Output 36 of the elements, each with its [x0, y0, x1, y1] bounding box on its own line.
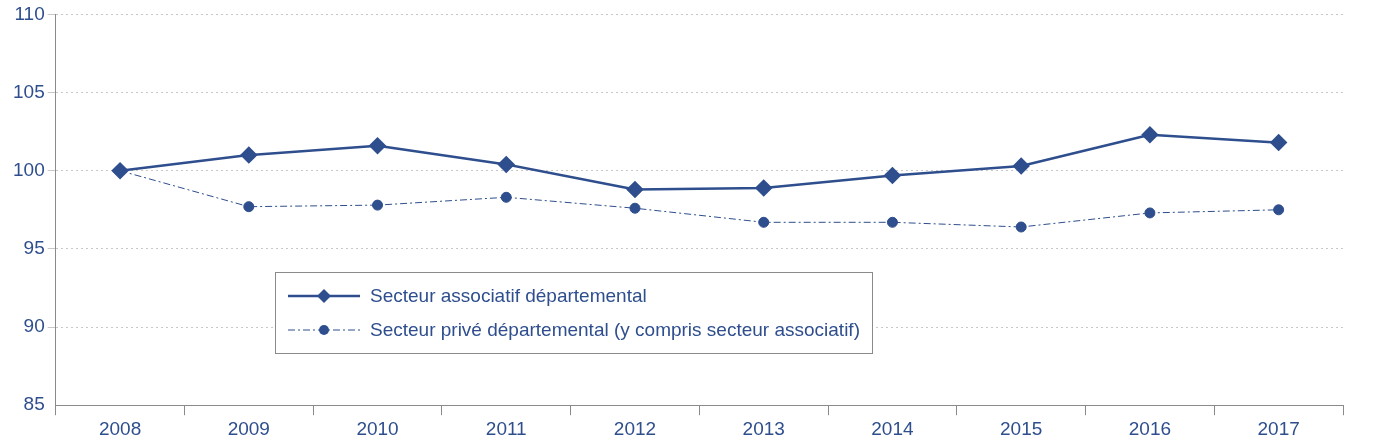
legend-label: Secteur associatif départemental — [370, 285, 647, 307]
x-tick-label: 2010 — [356, 417, 399, 439]
point — [243, 201, 255, 213]
point — [1273, 204, 1285, 216]
point — [755, 179, 772, 197]
y-tick-label: 95 — [23, 237, 45, 259]
point — [500, 191, 512, 203]
point — [1270, 134, 1287, 151]
point — [884, 167, 901, 184]
y-tick-label: 100 — [13, 158, 45, 180]
x-tick-label: 2009 — [227, 417, 270, 439]
legend-label: Secteur privé départemental (y compris secteur associatif) — [370, 319, 860, 341]
point — [498, 156, 515, 173]
point — [1144, 207, 1156, 219]
y-tick-label: 110 — [14, 2, 45, 24]
point — [626, 181, 644, 198]
point — [758, 216, 770, 228]
x-tick-label: 2014 — [871, 417, 915, 439]
point — [372, 199, 384, 211]
y-tick-label: 105 — [13, 80, 45, 102]
point — [886, 216, 898, 228]
x-tick-label: 2012 — [613, 417, 657, 439]
x-tick-label: 2016 — [1128, 417, 1172, 439]
x-tick-label: 2011 — [485, 417, 527, 439]
x-tick-label: 2013 — [742, 417, 785, 439]
x-tick-label: 2017 — [1257, 417, 1300, 439]
x-tick-label: 2008 — [98, 417, 142, 439]
point — [369, 137, 386, 154]
point — [1012, 157, 1030, 175]
point — [1015, 221, 1027, 233]
point — [240, 146, 258, 164]
y-tick-label: 90 — [23, 315, 45, 337]
point — [629, 202, 641, 214]
point — [1141, 126, 1159, 144]
x-tick-label: 2015 — [1000, 417, 1043, 439]
y-tick-label: 85 — [23, 393, 45, 415]
